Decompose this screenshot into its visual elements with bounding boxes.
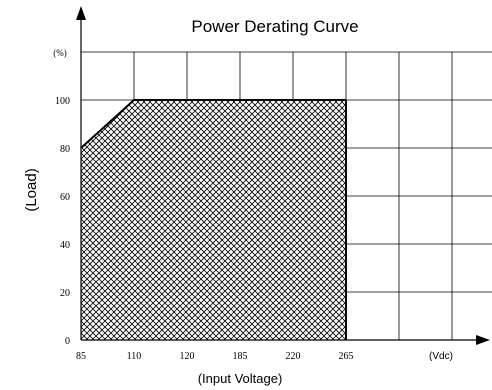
tick-labels: 0 20 40 60 80 100 85 110 120 185 220 265 — [55, 96, 354, 362]
axes — [76, 6, 490, 345]
x-tick-label: 110 — [127, 351, 142, 362]
derating-curve-line — [80, 99, 346, 149]
y-axis-title: (Load) — [23, 168, 40, 211]
area-hatch-fill — [81, 100, 346, 340]
x-axis-title: (Input Voltage) — [198, 371, 283, 386]
y-tick-label: 80 — [60, 144, 70, 155]
x-axis-arrow — [476, 335, 490, 345]
y-tick-label: 100 — [55, 96, 70, 107]
x-tick-label: 85 — [76, 351, 86, 362]
derating-area — [80, 99, 347, 340]
y-tick-label: 20 — [60, 288, 70, 299]
chart-title: Power Derating Curve — [191, 17, 358, 36]
y-tick-label: 60 — [60, 192, 70, 203]
x-tick-label: 185 — [233, 351, 248, 362]
x-tick-label: 220 — [286, 351, 301, 362]
y-tick-label: 0 — [65, 336, 70, 347]
y-tick-label: 40 — [60, 240, 70, 251]
y-axis-arrow — [76, 6, 86, 20]
x-unit-label: (Vdc) — [429, 351, 453, 362]
x-tick-label: 265 — [339, 351, 354, 362]
x-tick-label: 120 — [180, 351, 195, 362]
y-unit-label: (%) — [53, 48, 67, 58]
